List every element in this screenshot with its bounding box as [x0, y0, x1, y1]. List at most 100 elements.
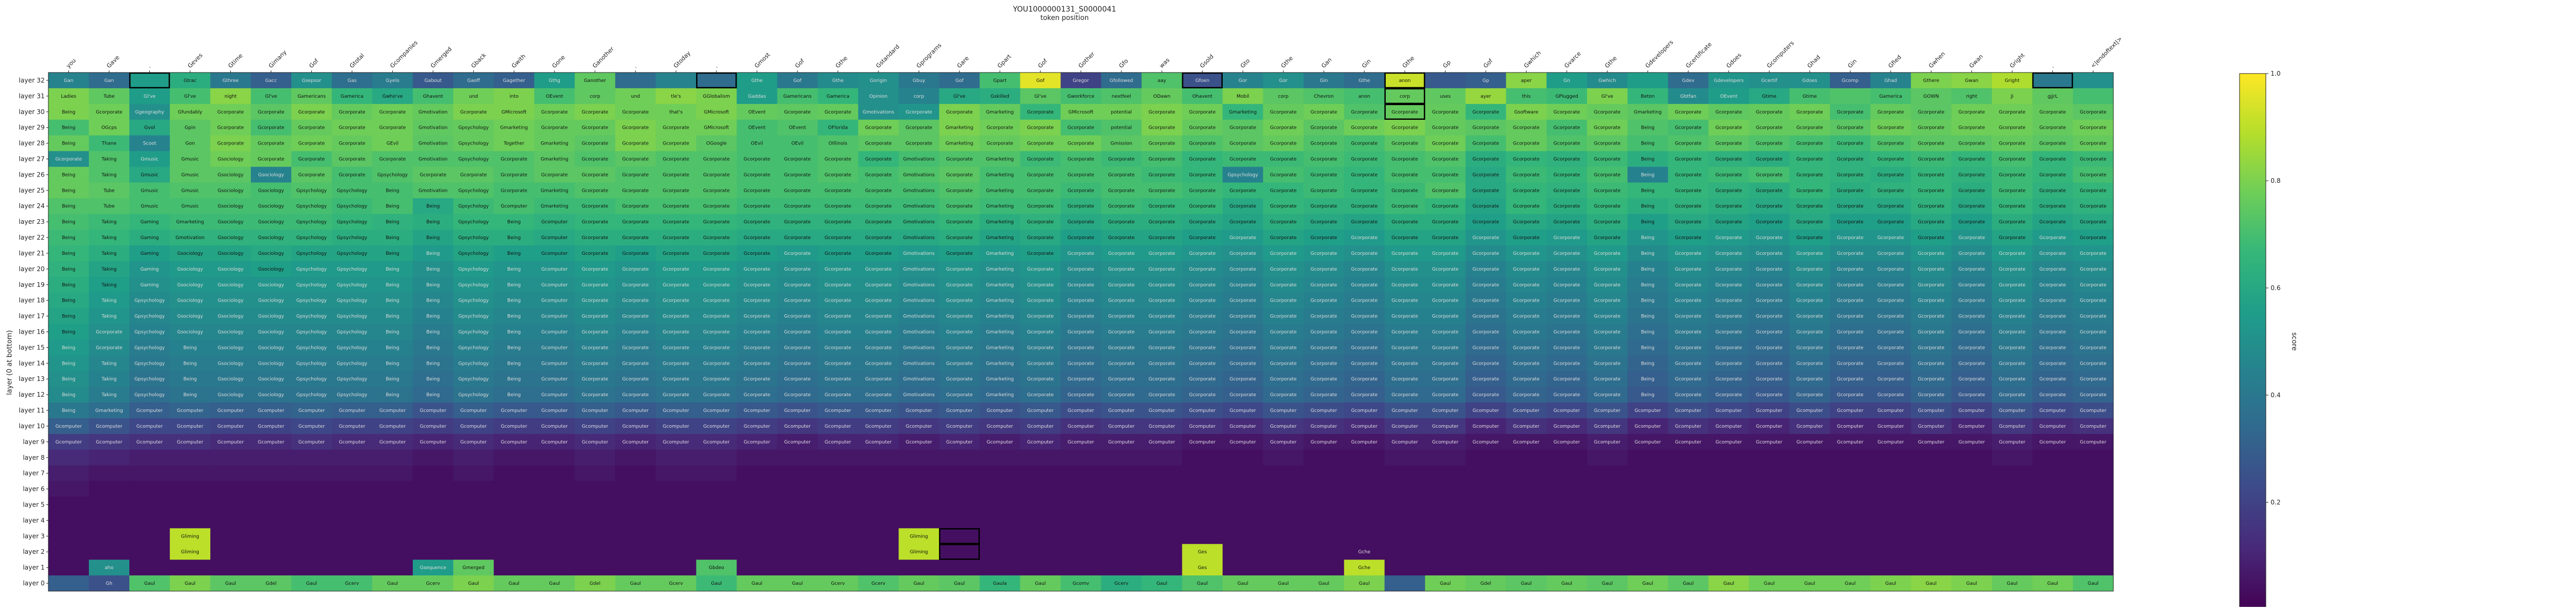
y-tick-label: layer 28 [19, 140, 45, 147]
cell-label: Gcorporate [1230, 267, 1256, 272]
cell-label: Gaul [1318, 581, 1330, 586]
heatmap-cell [1992, 560, 2033, 575]
heatmap-cell [1587, 481, 1628, 497]
heatmap-cell [251, 466, 292, 481]
cell-label: Gn [1563, 78, 1570, 84]
cell-label: Gsociology [218, 298, 244, 304]
cell-label: Gcorporate [1999, 298, 2026, 304]
cell-label: Gcorporate [946, 172, 973, 178]
heatmap-cell [939, 528, 980, 544]
cell-label: Gmission [1110, 141, 1132, 147]
cell-label: Gmotivations [903, 298, 935, 304]
cell-label: Gcorporate [622, 220, 649, 225]
cell-label: Gcorporate [1189, 141, 1216, 147]
cell-label: Gcorporate [703, 188, 730, 193]
heatmap-cell [1547, 466, 1588, 481]
cell-label: Gliming [910, 550, 928, 555]
y-tick-label: layer 14 [19, 359, 45, 367]
cell-label: Gaul [549, 581, 560, 586]
heatmap-cell [372, 450, 413, 466]
cell-label: Gcomputer [2039, 424, 2066, 429]
heatmap-cell [1142, 481, 1183, 497]
cell-label: Being [1641, 377, 1654, 382]
cell-label: Gcorporate [1918, 314, 1945, 319]
cell-label: Gcorporate [1837, 330, 1864, 335]
heatmap-cell [696, 512, 737, 528]
cell-label: Gcorporate [1553, 220, 1580, 225]
cell-label: OEvil [791, 141, 803, 147]
cell-label: Gcomputer [177, 440, 203, 445]
cell-label: Gcorporate [662, 126, 689, 131]
y-tick-label: layer 11 [19, 407, 45, 414]
cell-label: Gcomputer [1918, 440, 1945, 445]
cell-label: Gcorporate [987, 141, 1014, 147]
cell-label: Gcorporate [1189, 188, 1216, 193]
heatmap-cell [48, 481, 89, 497]
cell-label: Gsociology [218, 172, 244, 178]
cell-label: Gcomputer [461, 424, 487, 429]
cell-label: Gcorporate [1675, 157, 1702, 162]
cell-label: Gaming [140, 267, 159, 272]
cell-label: Being [183, 393, 197, 398]
x-tick-label: Gan [1320, 56, 1333, 69]
cell-label: Gcorporate [1918, 126, 1945, 131]
cell-label: right [1966, 94, 1978, 99]
cell-label: Gcomputer [136, 424, 163, 429]
cell-label: Gcorporate [1513, 298, 1540, 304]
cell-label: Gcorporate [96, 110, 122, 115]
cell-label: Being [507, 220, 521, 225]
cell-label: Gcorporate [1756, 377, 1783, 382]
cell-label: Gcorporate [1594, 204, 1621, 209]
cell-label: Gcorporate [1594, 172, 1621, 178]
x-tick-label: Gstandard [875, 43, 901, 69]
heatmap-cell [1628, 560, 1669, 575]
cell-label: Gcorporate [1837, 267, 1864, 272]
cell-label: Gcorporate [1958, 361, 1985, 366]
heatmap-cell [1425, 560, 1466, 575]
heatmap-cell [170, 450, 211, 466]
cell-label: Gcomputer [1756, 440, 1783, 445]
cell-label: Gcorporate [581, 283, 608, 288]
cell-label: Gcomputer [501, 408, 528, 414]
cell-label: Gcorporate [1351, 188, 1378, 193]
cell-label: Gcorporate [1392, 251, 1418, 256]
cell-label: Gsociology [218, 314, 244, 319]
heatmap-cell [494, 512, 535, 528]
cell-label: Gcorporate [1553, 141, 1580, 147]
cell-label: Gpsychology [458, 393, 489, 398]
cell-label: Gcorporate [1311, 298, 1337, 304]
heatmap-cell [1466, 528, 1507, 544]
cell-label: Gcorporate [1392, 298, 1418, 304]
x-tick-label: Gin [1846, 58, 1858, 69]
cell-label: Gcorporate [217, 110, 244, 115]
cell-label: Gcorporate [1027, 251, 1054, 256]
cell-label: Gcorporate [1675, 298, 1702, 304]
cell-label: Gcorporate [217, 126, 244, 131]
heatmap-cell [817, 481, 858, 497]
heatmap-cell [2032, 512, 2073, 528]
cell-label: Gcerv [872, 581, 886, 586]
cell-label: Gcorporate [1796, 267, 1823, 272]
cell-label: Gcomputer [1432, 408, 1459, 414]
cell-label: Gcorporate [1068, 377, 1095, 382]
cell-label: Gcorporate [1999, 314, 2026, 319]
heatmap-cell [372, 528, 413, 544]
cell-label: Gsociology [177, 283, 203, 288]
cell-label: Gcorporate [1392, 235, 1418, 241]
cell-label: Gcorporate [865, 141, 892, 147]
heatmap-cell [1060, 466, 1101, 481]
cell-label: Gcorporate [1877, 172, 1904, 178]
cell-label: OFlorida [828, 126, 848, 131]
cell-label: Gcorporate [581, 141, 608, 147]
cell-label: Gcorporate [1311, 172, 1337, 178]
cell-label: Taking [101, 251, 117, 256]
cell-label: Being [1641, 330, 1654, 335]
heatmap-cell [1304, 512, 1345, 528]
cell-label: Gcomputer [1513, 408, 1540, 414]
y-tick-label: layer 10 [19, 422, 45, 430]
cell-label: Gcomputer [1675, 424, 1702, 429]
cell-label: Gcorporate [2039, 345, 2066, 350]
heatmap-cell [1101, 544, 1142, 560]
heatmap-cell [1587, 466, 1628, 481]
cell-label: Gcorporate [1918, 298, 1945, 304]
